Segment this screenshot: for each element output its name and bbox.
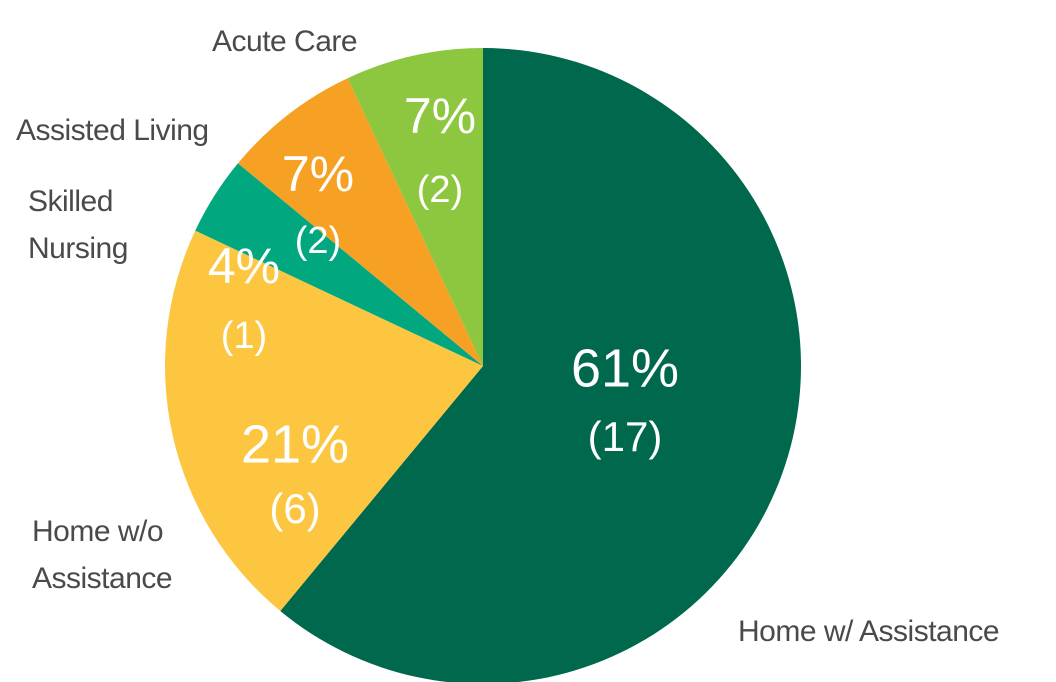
pie-slice bbox=[347, 48, 483, 366]
pie-slice bbox=[195, 163, 483, 366]
count-label: (1) bbox=[221, 315, 267, 357]
category-label: Skilled Nursing bbox=[28, 185, 128, 265]
value-label: 7% bbox=[282, 146, 354, 202]
category-label: Home w/o Assistance bbox=[32, 515, 173, 595]
pie-slice bbox=[237, 78, 483, 366]
count-label: (6) bbox=[269, 485, 320, 532]
count-label: (17) bbox=[588, 413, 663, 460]
value-label: 4% bbox=[208, 238, 280, 294]
value-label: 21% bbox=[241, 414, 349, 474]
category-label: Assisted Living bbox=[16, 114, 209, 147]
category-label: Home w/ Assistance bbox=[738, 615, 1000, 648]
value-label: 61% bbox=[571, 338, 679, 398]
count-label: (2) bbox=[295, 220, 341, 262]
pie-slice bbox=[165, 230, 484, 612]
category-label: Acute Care bbox=[212, 25, 358, 58]
value-label: 7% bbox=[404, 88, 476, 144]
count-label: (2) bbox=[417, 169, 463, 211]
pie-slice bbox=[280, 48, 801, 682]
